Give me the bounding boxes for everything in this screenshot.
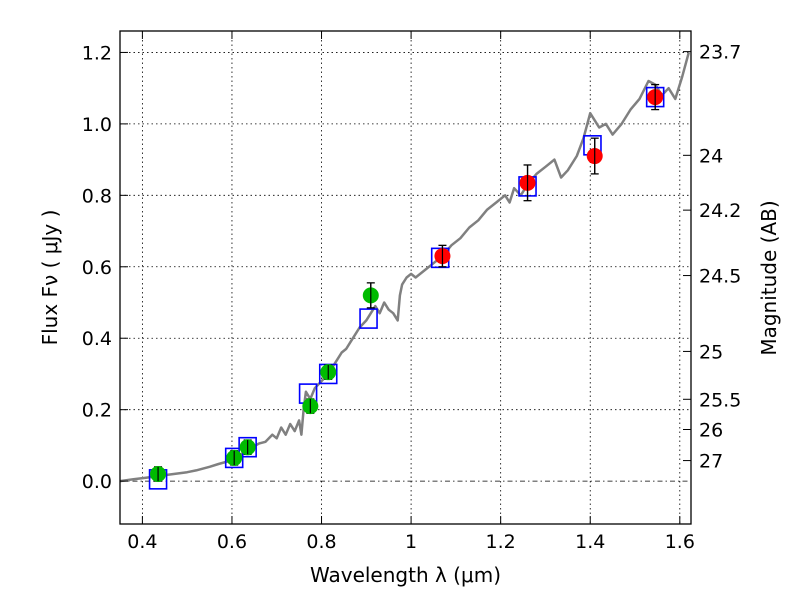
y-tick-label: 0.2 xyxy=(82,400,112,422)
magnitude-tick-label: 26 xyxy=(699,419,723,441)
plot-frame xyxy=(119,30,692,525)
model-bandpass-marker xyxy=(238,436,257,458)
observed-point-layer xyxy=(150,84,664,482)
y-tick-label: 0.4 xyxy=(82,328,112,350)
magnitude-tick-label: 24.2 xyxy=(699,200,741,222)
model-bandpass-marker xyxy=(359,308,378,329)
grid xyxy=(120,31,691,524)
x-tick-label: 0.4 xyxy=(127,531,157,553)
model-bandpass-marker xyxy=(224,447,244,469)
magnitude-tick-label: 24 xyxy=(699,145,723,167)
x-tick-label: 0.8 xyxy=(306,531,336,553)
right-axis-label: Magnitude (AB) xyxy=(757,200,781,355)
magnitude-tick-label: 25.5 xyxy=(699,389,741,411)
y-tick-label: 0.0 xyxy=(82,471,112,493)
x-tick-label: 1.4 xyxy=(575,531,605,553)
magnitude-tick-label: 23.7 xyxy=(699,42,741,64)
ticks: 0.4 0.6 0.8 1 1.2 1.4 1.6 0.0 0.2 0.4 0.6 0.8 1.0 1.2… xyxy=(82,31,741,553)
y-axis-label: Flux Fν ( μJy ) xyxy=(38,210,62,346)
x-tick-label: 0.6 xyxy=(217,531,247,553)
x-tick-label: 1.6 xyxy=(665,531,695,553)
x-tick-label: 1.2 xyxy=(486,531,516,553)
magnitude-tick-label: 24.5 xyxy=(699,266,741,288)
magnitude-tick-label: 25 xyxy=(699,341,723,363)
magnitude-tick-label: 27 xyxy=(699,451,723,473)
y-tick-label: 1.0 xyxy=(82,114,112,136)
y-tick-label: 0.6 xyxy=(82,257,112,279)
x-axis-label: Wavelength λ (μm) xyxy=(310,563,501,587)
x-tick-label: 1 xyxy=(405,531,417,553)
y-tick-label: 1.2 xyxy=(82,42,112,64)
y-tick-label: 0.8 xyxy=(82,185,112,207)
